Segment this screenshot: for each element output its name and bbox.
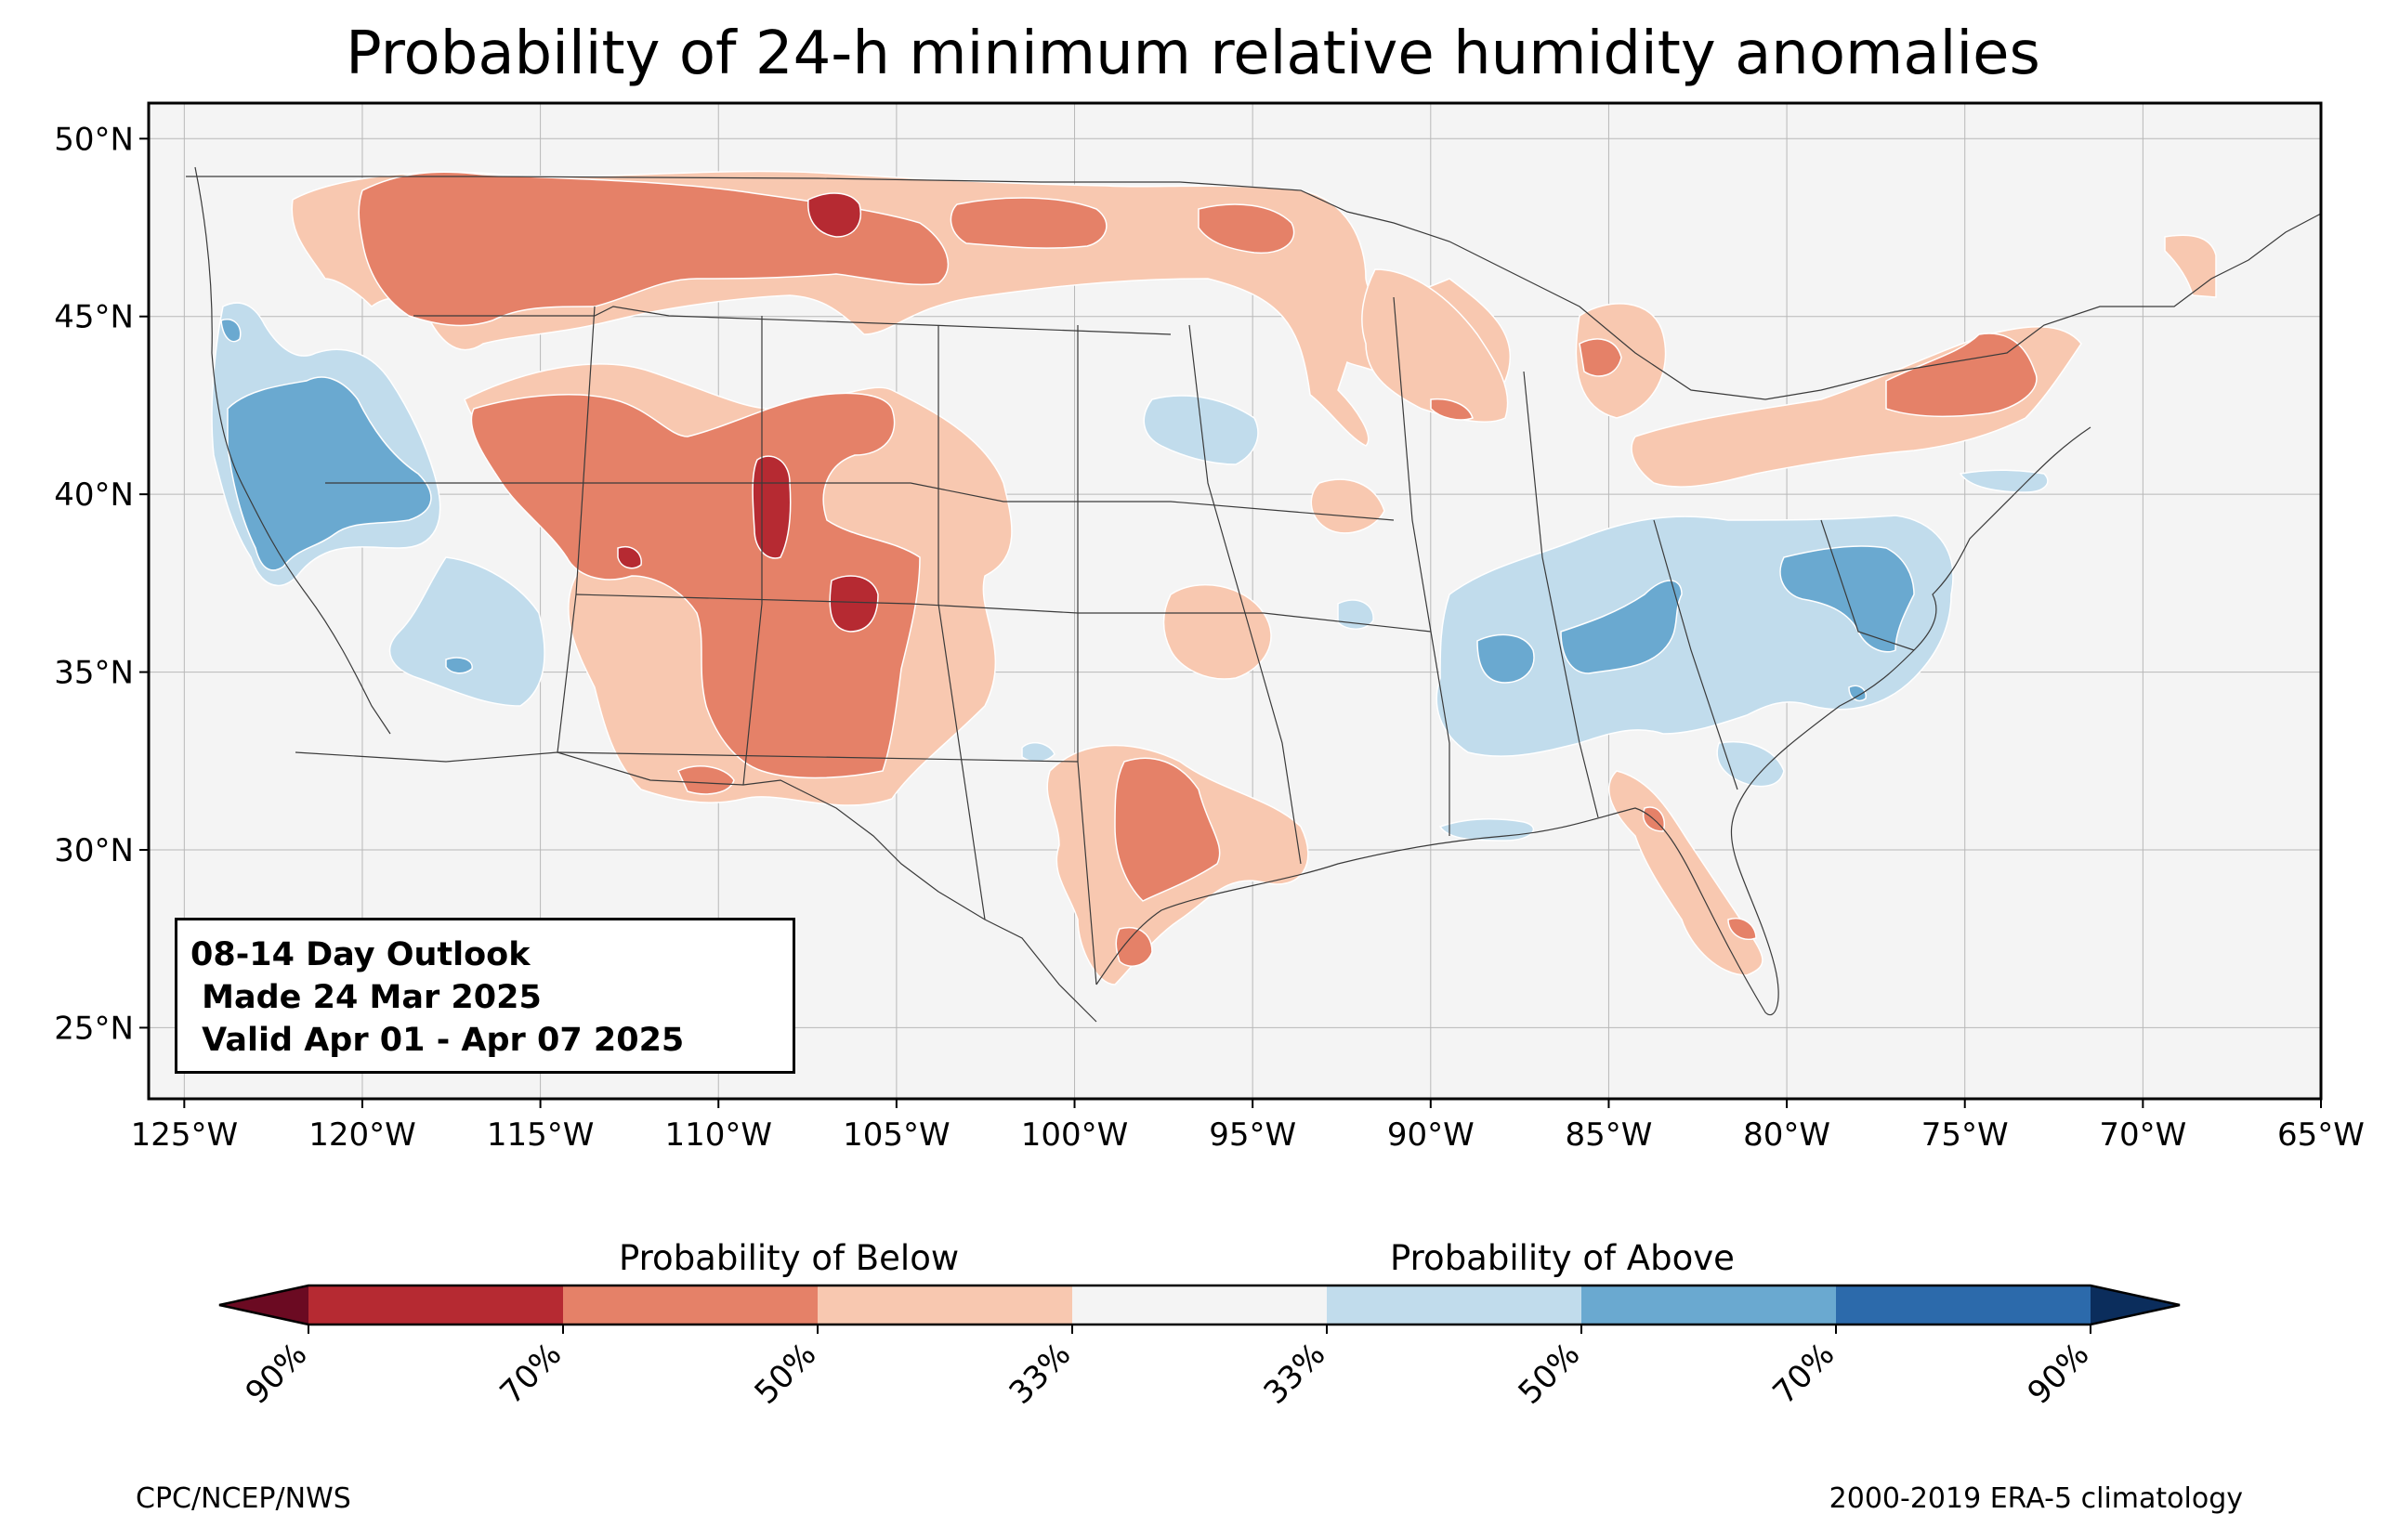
footer-climatology: 2000-2019 ERA-5 climatology: [1829, 1482, 2243, 1515]
colorbar-segment: [818, 1286, 1073, 1325]
state-line-2: [325, 482, 1395, 521]
lon-tick-label: 80°W: [1743, 1116, 1830, 1154]
below-region-plains-south: [1310, 478, 1385, 534]
state-line-5: [557, 306, 596, 753]
above-50-region-northern-california: [227, 376, 432, 571]
above-region-nevada-south: [389, 556, 545, 707]
below-50-region-southtexas: [1115, 927, 1153, 967]
above-50-region-california-central: [445, 657, 473, 674]
lat-tick-label: 45°N: [54, 299, 134, 336]
above-50-region-alabama: [1476, 633, 1535, 684]
colorbar-right-arrow: [2091, 1286, 2180, 1325]
above-region-new-england: [1959, 469, 2049, 493]
state-line-4: [557, 751, 1079, 763]
colorbar-tick-label: 70%: [493, 1336, 570, 1412]
colorbar-segment: [1581, 1286, 1837, 1325]
below-region-midwest: [1361, 268, 1509, 423]
colorbar-tick-label: 33%: [1003, 1336, 1079, 1412]
colorbar-above-label: Probability of Above: [1390, 1238, 1735, 1278]
colorbar-tick-label: 33%: [1257, 1336, 1333, 1412]
state-line-6: [742, 316, 763, 786]
map-title: Probability of 24-h minimum relative hum…: [346, 20, 2040, 88]
lon-tick-label: 120°W: [308, 1116, 416, 1154]
valid-dates: Valid Apr 01 - Apr 07 2025: [190, 1022, 685, 1059]
colorbar-segment: [308, 1286, 564, 1325]
lat-tick-label: 35°N: [54, 655, 134, 692]
lon-tick-label: 105°W: [843, 1116, 950, 1154]
below-50-region-northdakota: [950, 197, 1108, 249]
lat-tick-label: 30°N: [54, 832, 134, 869]
above-region-kansas: [1021, 741, 1055, 763]
lat-tick-label: 50°N: [54, 121, 134, 158]
gulf-coast: [1095, 426, 2091, 1015]
west-coast: [194, 166, 391, 735]
us-canada-border: [186, 176, 2321, 400]
colorbar-tick-label: 50%: [1512, 1336, 1588, 1412]
state-line-13: [1820, 519, 1915, 651]
map-axes: 125°W 120°W 115°W 110°W 105°W 100°W 95°W 90°W 85…: [54, 121, 2365, 1154]
above-50-70-regions: [220, 319, 1915, 702]
below-70-region-montana: [807, 192, 861, 238]
lon-tick-label: 95°W: [1209, 1116, 1296, 1154]
below-70-region-colorado-north: [752, 455, 792, 559]
footer-source: CPC/NCEP/NWS: [136, 1482, 351, 1515]
colorbar-segment: [563, 1286, 819, 1325]
below-50-region-new-mexico: [677, 765, 735, 795]
below-region-maine: [2164, 234, 2217, 298]
state-line-1: [413, 306, 1172, 335]
lon-tick-label: 100°W: [1021, 1116, 1129, 1154]
lat-tick-label: 25°N: [54, 1010, 134, 1047]
state-line-12: [1653, 519, 1738, 790]
colorbar-left-arrow: [219, 1286, 308, 1325]
below-70-region-utah: [617, 546, 642, 569]
below-50-region-utah-colorado: [470, 392, 921, 779]
colorbar-tick-label: 90%: [239, 1336, 315, 1412]
state-line-8: [1077, 325, 1097, 985]
lon-tick-label: 70°W: [2099, 1116, 2186, 1154]
above-50-region-tennessee: [1560, 580, 1683, 674]
colorbar-segment: [1072, 1286, 1328, 1325]
state-line-11: [1523, 371, 1599, 818]
below-50-region-michigan: [1579, 338, 1622, 377]
below-50-region-montana: [358, 171, 949, 327]
lon-tick-label: 90°W: [1387, 1116, 1475, 1154]
us-mexico-border: [295, 751, 1097, 1023]
below-50-70-regions: [358, 171, 2038, 967]
below-50-region-south-florida: [1727, 918, 1757, 940]
below-region-central: [1162, 583, 1272, 680]
colorbar-tick-label: 70%: [1766, 1336, 1842, 1412]
state-line-7: [937, 325, 986, 920]
state-line-9: [1188, 324, 1302, 865]
outlook-period: 08-14 Day Outlook: [190, 936, 531, 973]
outlook-info-box: 08-14 Day Outlook Made 24 Mar 2025 Valid…: [175, 918, 795, 1074]
colorbar-below-label: Probability of Below: [619, 1238, 960, 1278]
colorbar: 90% 70% 50% 33% 33% 50% 70% 90%: [218, 1284, 2181, 1412]
above-50-region-washington: [220, 319, 242, 343]
lon-tick-label: 125°W: [131, 1116, 239, 1154]
colorbar-segment: [1327, 1286, 1582, 1325]
boundaries: [186, 166, 2321, 1023]
below-70-region-colorado-south: [829, 575, 879, 633]
below-50-region-minnesota: [1198, 203, 1295, 254]
below-50-region-illinois: [1430, 398, 1474, 421]
above-50-region-georgia: [1848, 685, 1867, 702]
colorbar-segment: [1836, 1286, 2091, 1325]
below-50-region-texas: [1114, 757, 1221, 902]
above-region-georgia-coast: [1716, 741, 1785, 788]
above-region-missouri: [1143, 395, 1259, 465]
lat-tick-label: 40°N: [54, 476, 134, 514]
lon-tick-label: 110°W: [664, 1116, 772, 1154]
colorbar-tick-label: 90%: [2021, 1336, 2097, 1412]
lon-tick-label: 65°W: [2277, 1116, 2365, 1154]
map-frame: [147, 101, 2323, 1101]
lon-tick-label: 85°W: [1565, 1116, 1652, 1154]
state-line-10: [1393, 296, 1450, 836]
lon-tick-label: 75°W: [1921, 1116, 2009, 1154]
colorbar-tick-label: 50%: [748, 1336, 824, 1412]
lon-tick-label: 115°W: [487, 1116, 595, 1154]
made-date: Made 24 Mar 2025: [190, 979, 542, 1016]
